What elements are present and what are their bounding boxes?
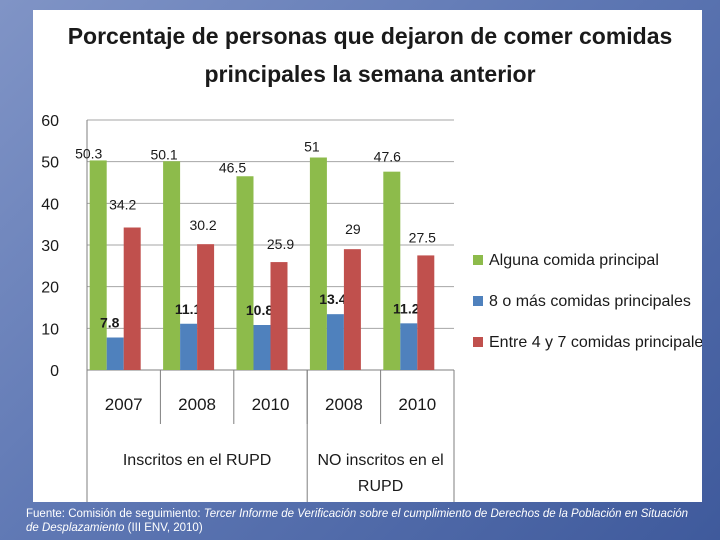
group-label-1-line-1: Inscritos en el RUPD: [123, 452, 272, 469]
category-label-4: 2008: [325, 395, 363, 414]
bar-s3-c2: [197, 244, 215, 370]
bar-chart: Porcentaje de personas que dejaron de co…: [41, 23, 702, 502]
source-suffix: (III ENV, 2010): [124, 522, 203, 534]
bar-s2-c3: [253, 325, 271, 370]
data-label-s1-c2: 50.1: [150, 146, 177, 162]
legend-label-3: Entre 4 y 7 comidas principales: [489, 334, 702, 351]
legend-label-2: 8 o más comidas principales: [489, 293, 691, 310]
bar-s3-c3: [270, 262, 288, 370]
legend-swatch-1: [473, 255, 483, 265]
chart-panel: Porcentaje de personas que dejaron de co…: [33, 10, 702, 502]
chart-title-line-1: Porcentaje de personas que dejaron de co…: [68, 23, 673, 49]
source-note: Fuente: Comisión de seguimiento: Tercer …: [26, 507, 696, 535]
data-label-s2-c4: 13.4: [319, 291, 346, 307]
legend-swatch-3: [473, 337, 483, 347]
legend-label-1: Alguna comida principal: [489, 252, 659, 269]
bar-s1-c4: [309, 157, 327, 370]
bar-s2-c1: [106, 337, 124, 370]
data-label-s3-c2: 30.2: [189, 217, 216, 233]
group-label-2-line-1: NO inscritos en el: [317, 452, 443, 469]
data-label-s2-c2: 11.1: [175, 301, 202, 317]
data-label-s2-c5: 11.2: [393, 300, 420, 316]
data-label-s1-c4: 51: [304, 139, 320, 155]
bar-s2-c4: [326, 314, 344, 370]
chart-title-line-2: principales la semana anterior: [204, 61, 535, 87]
data-label-s1-c3: 46.5: [219, 159, 246, 175]
bar-s1-c1: [89, 160, 107, 370]
category-label-1: 2007: [105, 395, 143, 414]
y-tick-label-60: 60: [41, 113, 59, 130]
bar-s3-c1: [123, 227, 141, 370]
data-label-s2-c3: 10.8: [246, 302, 273, 318]
y-tick-label-20: 20: [41, 280, 59, 297]
data-label-s1-c1: 50.3: [75, 145, 102, 161]
data-label-s3-c3: 25.9: [267, 236, 294, 252]
bar-s1-c5: [383, 171, 401, 370]
y-tick-label-0: 0: [50, 363, 59, 380]
data-label-s1-c5: 47.6: [374, 149, 401, 165]
data-label-s3-c5: 27.5: [409, 229, 436, 245]
source-prefix: Fuente: Comisión de seguimiento:: [26, 508, 204, 520]
y-tick-label-50: 50: [41, 155, 59, 172]
group-label-2-line-2: RUPD: [358, 478, 403, 495]
y-tick-label-10: 10: [41, 321, 59, 338]
bar-s1-c3: [236, 176, 254, 370]
legend-swatch-2: [473, 296, 483, 306]
data-label-s2-c1: 7.8: [100, 315, 120, 331]
bar-s3-c5: [417, 255, 435, 370]
bar-s2-c2: [180, 323, 198, 370]
category-label-2: 2008: [178, 395, 216, 414]
source-title: Tercer Informe de Verificación sobre el …: [26, 508, 689, 534]
bar-s1-c2: [163, 161, 181, 370]
category-label-5: 2010: [398, 395, 436, 414]
data-label-s3-c4: 29: [345, 221, 361, 237]
category-label-3: 2010: [252, 395, 290, 414]
bar-s2-c5: [400, 323, 418, 370]
y-tick-label-40: 40: [41, 196, 59, 213]
bar-s3-c4: [343, 249, 361, 370]
y-tick-label-30: 30: [41, 238, 59, 255]
data-label-s3-c1: 34.2: [109, 197, 136, 213]
